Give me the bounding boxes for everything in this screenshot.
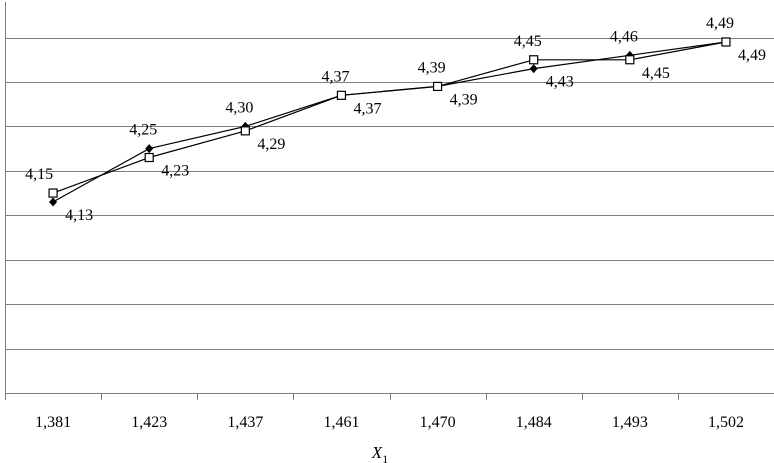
x-tick-label: 1,461: [323, 414, 359, 431]
x-axis-title: X1: [371, 443, 388, 463]
x-tick-label: 1,502: [708, 414, 744, 431]
x-axis: 1,381 1,423 1,437 1,461 1,470 1,484 1,493 1,502: [5, 2, 774, 431]
series-line-2: [52, 41, 727, 194]
x-tick-label: 1,423: [131, 414, 167, 431]
x-axis-title-main: X: [371, 443, 383, 462]
point-square: [432, 81, 443, 92]
data-label: 4,45: [514, 33, 542, 50]
point-square: [240, 126, 250, 136]
x-tick-label: 1,493: [612, 414, 648, 431]
data-label: 4,37: [353, 100, 381, 117]
series-group: [48, 37, 731, 207]
data-label: 4,13: [65, 207, 93, 224]
point-square: [529, 55, 539, 65]
data-label: 4,43: [546, 74, 574, 91]
point-diamond: [529, 64, 538, 74]
data-label: 4,25: [129, 122, 157, 139]
point-square: [336, 90, 347, 100]
x-tick-label: 1,381: [35, 414, 71, 431]
gridlines: [5, 38, 774, 350]
data-label: 4,46: [610, 28, 638, 45]
data-label: 4,15: [25, 166, 53, 183]
point-square: [625, 55, 635, 65]
x-axis-title-subscript: 1: [382, 452, 388, 463]
point-square: [721, 37, 731, 47]
data-label: 4,39: [418, 59, 446, 76]
x-tick-label: 1,484: [516, 414, 552, 431]
point-diamond: [49, 197, 58, 207]
x-tick-label: 1,437: [227, 414, 263, 431]
data-label: 4,30: [225, 99, 253, 116]
data-label: 4,49: [738, 47, 766, 64]
point-square: [48, 188, 58, 198]
data-labels: 4,13 4,25 4,30 4,37 4,39 4,43 4,46 4,49 4,15 4,23…: [25, 15, 766, 224]
data-label: 4,39: [450, 91, 478, 108]
data-label: 4,49: [706, 15, 734, 32]
data-label: 4,29: [257, 136, 285, 153]
point-square: [144, 152, 154, 163]
data-label: 4,23: [161, 163, 189, 180]
data-label: 4,37: [321, 68, 349, 85]
point-diamond: [145, 144, 154, 154]
data-label: 4,45: [642, 65, 670, 82]
x-tick-label: 1,470: [420, 414, 456, 431]
